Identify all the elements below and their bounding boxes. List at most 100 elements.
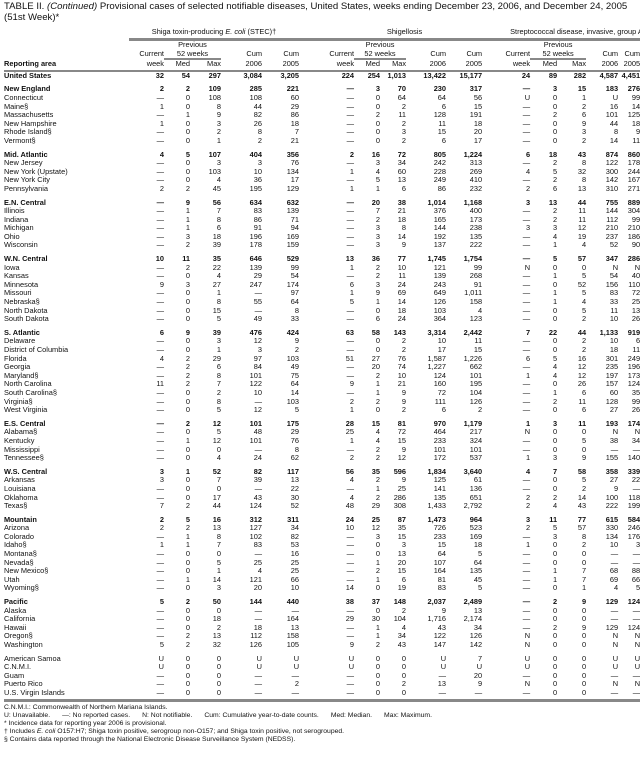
value-cell: U — [612, 662, 619, 672]
value-cell: 805 — [433, 149, 447, 159]
value-cell: 0 — [552, 653, 558, 663]
value-cell: 6 — [441, 101, 447, 111]
value-cell: 69 — [397, 288, 407, 298]
value-cell: 1 — [375, 631, 381, 641]
value-cell: 6 — [525, 353, 531, 363]
value-cell: — — [522, 444, 531, 454]
value-cell: 48 — [345, 501, 355, 511]
value-cell: 0 — [185, 483, 190, 493]
value-cell: 195 — [249, 183, 262, 193]
value-cell: 268 — [469, 271, 483, 281]
value-cell: 68 — [609, 566, 619, 576]
value-cell: 27 — [609, 475, 619, 485]
reporting-area-cell: Pennsylvania — [4, 183, 48, 193]
value-cell: 0 — [552, 135, 558, 145]
value-cell: 4 — [349, 492, 355, 502]
value-cell: 0 — [185, 614, 190, 624]
value-cell: 124 — [627, 597, 640, 607]
value-cell: 0 — [552, 405, 558, 415]
value-cell: 60 — [290, 92, 300, 102]
reporting-area-cell: Wisconsin — [4, 240, 38, 250]
value-cell: 13 — [212, 523, 221, 533]
value-cell: 286 — [393, 492, 407, 502]
value-cell: 20 — [473, 127, 483, 137]
value-cell: 101 — [605, 110, 619, 120]
value-cell: 0 — [216, 679, 221, 689]
value-cell: 49 — [253, 314, 262, 324]
value-cell: — — [522, 405, 531, 415]
value-cell: 25 — [397, 483, 407, 493]
value-cell: 129 — [605, 597, 619, 607]
value-cell: 0 — [552, 679, 558, 689]
value-cell: 124 — [627, 622, 640, 632]
value-cell: 3 — [159, 466, 164, 476]
value-cell: 60 — [609, 387, 619, 397]
value-cell: 0 — [552, 614, 558, 624]
value-cell: 50 — [212, 597, 221, 607]
value-cell: 2,489 — [463, 597, 483, 607]
value-cell: 1 — [375, 183, 381, 193]
value-cell: 8 — [216, 370, 221, 380]
value-cell: 25 — [290, 566, 300, 576]
value-cell: 919 — [627, 327, 640, 337]
value-cell: 4 — [216, 271, 221, 281]
value-cell: 49 — [290, 362, 300, 372]
value-cell: 2 — [477, 405, 483, 415]
value-cell: 310 — [605, 183, 619, 193]
value-cell: 109 — [208, 84, 221, 94]
value-cell: 2 — [581, 135, 587, 145]
y2006-header: 2006 — [221, 59, 262, 72]
table-row: Vermont§ — 0 1 2 21 — 0 2 6 17 — 0 2 14 11 — [4, 135, 640, 146]
y2005-header: 2005 — [618, 59, 640, 72]
value-cell: 0 — [185, 653, 190, 663]
reporting-area-cell: W.S. Central — [4, 466, 48, 476]
title-prefix: TABLE II. — [4, 1, 48, 12]
value-cell: 2 — [581, 483, 587, 493]
value-cell: 135 — [469, 566, 483, 576]
value-cell: 16 — [609, 101, 619, 111]
value-cell: 276 — [627, 84, 640, 94]
value-cell: — — [156, 197, 164, 207]
value-cell: 11 — [398, 271, 407, 281]
value-cell: 1 — [375, 574, 381, 584]
value-cell: 210 — [605, 223, 619, 233]
value-cell: 101 — [249, 435, 262, 445]
value-cell: 4 — [525, 166, 531, 176]
value-cell: 0 — [185, 297, 190, 307]
table-row: Maine§ 1 0 8 44 29 — 0 2 6 15 — 0 2 16 14 — [4, 101, 640, 112]
value-cell: — — [632, 605, 640, 615]
value-cell: 1,168 — [463, 197, 483, 207]
value-cell: 324 — [469, 435, 483, 445]
value-cell: 22 — [548, 327, 558, 337]
value-cell: 8 — [216, 396, 221, 406]
value-cell: 178 — [249, 240, 262, 250]
value-cell: 0 — [375, 127, 381, 137]
value-cell: 21 — [397, 206, 407, 216]
value-cell: 125 — [433, 475, 447, 485]
value-cell: 1 — [552, 566, 558, 576]
footnote-dagger: † Includes E. coli O157:H7; Shiga toxin … — [4, 728, 636, 736]
value-cell: 11 — [398, 110, 407, 120]
value-cell: 244 — [627, 166, 640, 176]
value-cell: 5 — [581, 435, 587, 445]
value-cell: — — [632, 444, 640, 454]
value-cell: 16 — [212, 514, 221, 524]
value-cell: 18 — [253, 622, 262, 632]
value-cell: 0 — [581, 444, 587, 454]
value-cell: 13 — [290, 475, 300, 485]
value-cell: 1,011 — [464, 288, 483, 298]
value-cell: 1 — [375, 483, 381, 493]
value-cell: — — [156, 435, 164, 445]
value-cell: 1 — [552, 297, 558, 307]
value-cell: 2 — [159, 514, 164, 524]
value-cell: 1 — [375, 297, 381, 307]
value-cell: 13 — [437, 679, 447, 689]
value-cell: 15 — [473, 345, 483, 354]
reporting-area-cell: West Virginia — [4, 405, 48, 415]
value-cell: 364 — [433, 314, 447, 324]
value-cell: 221 — [286, 84, 300, 94]
value-cell: — — [346, 84, 355, 94]
value-cell: — — [156, 483, 164, 493]
value-cell: 1,433 — [427, 501, 447, 511]
value-cell: 217 — [469, 427, 483, 437]
